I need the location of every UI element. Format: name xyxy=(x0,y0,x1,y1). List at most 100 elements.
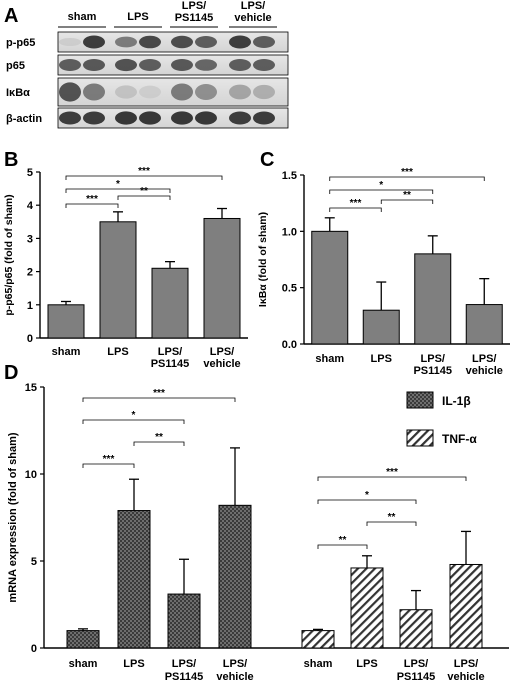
y-tick-label: 0 xyxy=(27,333,33,345)
blot-band xyxy=(83,35,105,49)
western-blot-panel: sham LPSLPS/PS1145LPS/vehiclep-p65p65IκBα… xyxy=(6,0,289,129)
y-tick-label: 3 xyxy=(27,233,33,245)
x-category-label-3-line-2: PS1145 xyxy=(413,365,452,377)
blot-group-label-2: LPS xyxy=(127,11,148,23)
significance-label: *** xyxy=(401,167,413,178)
y-tick-label: 0.0 xyxy=(282,339,297,351)
bar-crosshatch-1 xyxy=(66,630,100,649)
x-category-label-1-1: sham xyxy=(69,658,98,670)
bar-diagonal-1 xyxy=(301,630,335,649)
significance-bracket xyxy=(317,476,467,481)
x-category-label-4-line-2: vehicle xyxy=(203,358,240,370)
blot-band xyxy=(139,111,161,125)
significance-label: *** xyxy=(86,194,98,205)
blot-band xyxy=(115,85,137,99)
blot-band xyxy=(83,83,105,101)
chart-p-p65: 0 1 2 3 4 5 p-p65/p65 (fold of sham) sham LPS LPS… xyxy=(3,166,248,370)
blot-band xyxy=(195,84,217,100)
blot-band xyxy=(83,111,105,125)
blot-group-label-3-line-2: PS1145 xyxy=(175,12,214,24)
panel-label-d: D xyxy=(4,362,18,384)
y-tick-label: 0.5 xyxy=(282,283,297,295)
significance-bracket xyxy=(317,544,368,549)
bar-4 xyxy=(203,217,241,339)
bar-3 xyxy=(414,253,452,345)
legend-label-2: TNF-α xyxy=(442,432,477,446)
chart-mrna: 0 5 10 15 mRNA expression (fold of sham) sham… xyxy=(7,382,509,683)
significance-bracket xyxy=(82,463,135,468)
blot-band xyxy=(171,58,193,72)
x-category-label-2-4-line-2: vehicle xyxy=(447,671,484,683)
y-tick-label: 0 xyxy=(31,643,37,655)
blot-band xyxy=(229,84,251,100)
blot-band xyxy=(59,111,81,125)
x-category-label-1-4-line-2: vehicle xyxy=(216,671,253,683)
x-category-label-2: LPS xyxy=(107,346,128,358)
panel-label-a: A xyxy=(4,5,18,27)
blot-band xyxy=(139,85,161,99)
chart-ikba: 0.0 0.5 1.0 1.5 IκBα (fold of sham) sham LPS LP… xyxy=(257,167,510,377)
x-category-label-2-3-line-2: PS1145 xyxy=(397,671,436,683)
x-category-label-3-line-1: LPS/ xyxy=(421,353,445,365)
blot-band xyxy=(115,36,137,48)
significance-bracket xyxy=(366,521,417,526)
significance-bracket xyxy=(65,203,119,208)
x-category-label-4-line-1: LPS/ xyxy=(210,346,234,358)
blot-band xyxy=(229,111,251,125)
blot-band xyxy=(253,84,275,100)
bar-2 xyxy=(99,221,137,339)
significance-label: * xyxy=(379,180,383,191)
y-tick-label: 15 xyxy=(25,382,37,394)
bar-diagonal-2 xyxy=(350,567,384,649)
significance-label: ** xyxy=(403,190,411,201)
significance-label: *** xyxy=(350,198,362,209)
blot-band xyxy=(195,111,217,125)
significance-bracket xyxy=(329,207,382,212)
legend-label-1: IL-1β xyxy=(442,394,471,408)
bar-crosshatch-4 xyxy=(218,504,252,649)
bar-2 xyxy=(362,309,400,345)
x-category-label-4-line-2: vehicle xyxy=(466,365,503,377)
y-tick-label: 2 xyxy=(27,267,33,279)
blot-group-label-4-line-2: vehicle xyxy=(234,12,271,24)
significance-label: * xyxy=(132,410,136,421)
blot-band xyxy=(171,83,193,101)
x-category-label-1: sham xyxy=(315,353,344,365)
blot-band xyxy=(139,59,161,71)
x-category-label-2-4-line-1: LPS/ xyxy=(454,658,478,670)
blot-band xyxy=(229,35,251,49)
significance-bracket xyxy=(133,441,185,446)
significance-label: * xyxy=(365,490,369,501)
bar-diagonal-3 xyxy=(399,609,433,649)
y-tick-label: 5 xyxy=(27,167,33,179)
significance-label: ** xyxy=(339,535,347,546)
y-tick-label: 1.0 xyxy=(282,226,297,238)
blot-band xyxy=(59,59,81,71)
blot-group-label-4-line-1: LPS/ xyxy=(241,0,265,12)
significance-bracket xyxy=(65,175,223,180)
significance-label: ** xyxy=(388,512,396,523)
significance-label: * xyxy=(116,179,120,190)
significance-label: *** xyxy=(386,467,398,478)
y-axis-label: mRNA expression (fold of sham) xyxy=(7,432,19,602)
x-category-label-2-3-line-1: LPS/ xyxy=(404,658,428,670)
blot-row-label-4: β-actin xyxy=(6,113,42,125)
blot-band xyxy=(195,36,217,48)
blot-group-label-3-line-1: LPS/ xyxy=(182,0,206,12)
x-category-label-1-3-line-2: PS1145 xyxy=(165,671,204,683)
significance-label: ** xyxy=(155,432,163,443)
bar-3 xyxy=(151,267,189,339)
significance-label: *** xyxy=(138,166,150,177)
blot-row-label-3: IκBα xyxy=(6,87,30,99)
x-category-label-1: sham xyxy=(52,346,81,358)
y-axis-label: IκBα (fold of sham) xyxy=(257,212,269,307)
blot-row-label-1: p-p65 xyxy=(6,37,35,49)
blot-row-label-2: p65 xyxy=(6,60,25,72)
bar-1 xyxy=(311,230,349,345)
significance-label: ** xyxy=(140,186,148,197)
blot-group-label-1: sham xyxy=(68,11,97,23)
significance-bracket xyxy=(82,397,236,402)
x-category-label-3-line-1: LPS/ xyxy=(158,346,182,358)
y-tick-label: 1 xyxy=(27,300,33,312)
